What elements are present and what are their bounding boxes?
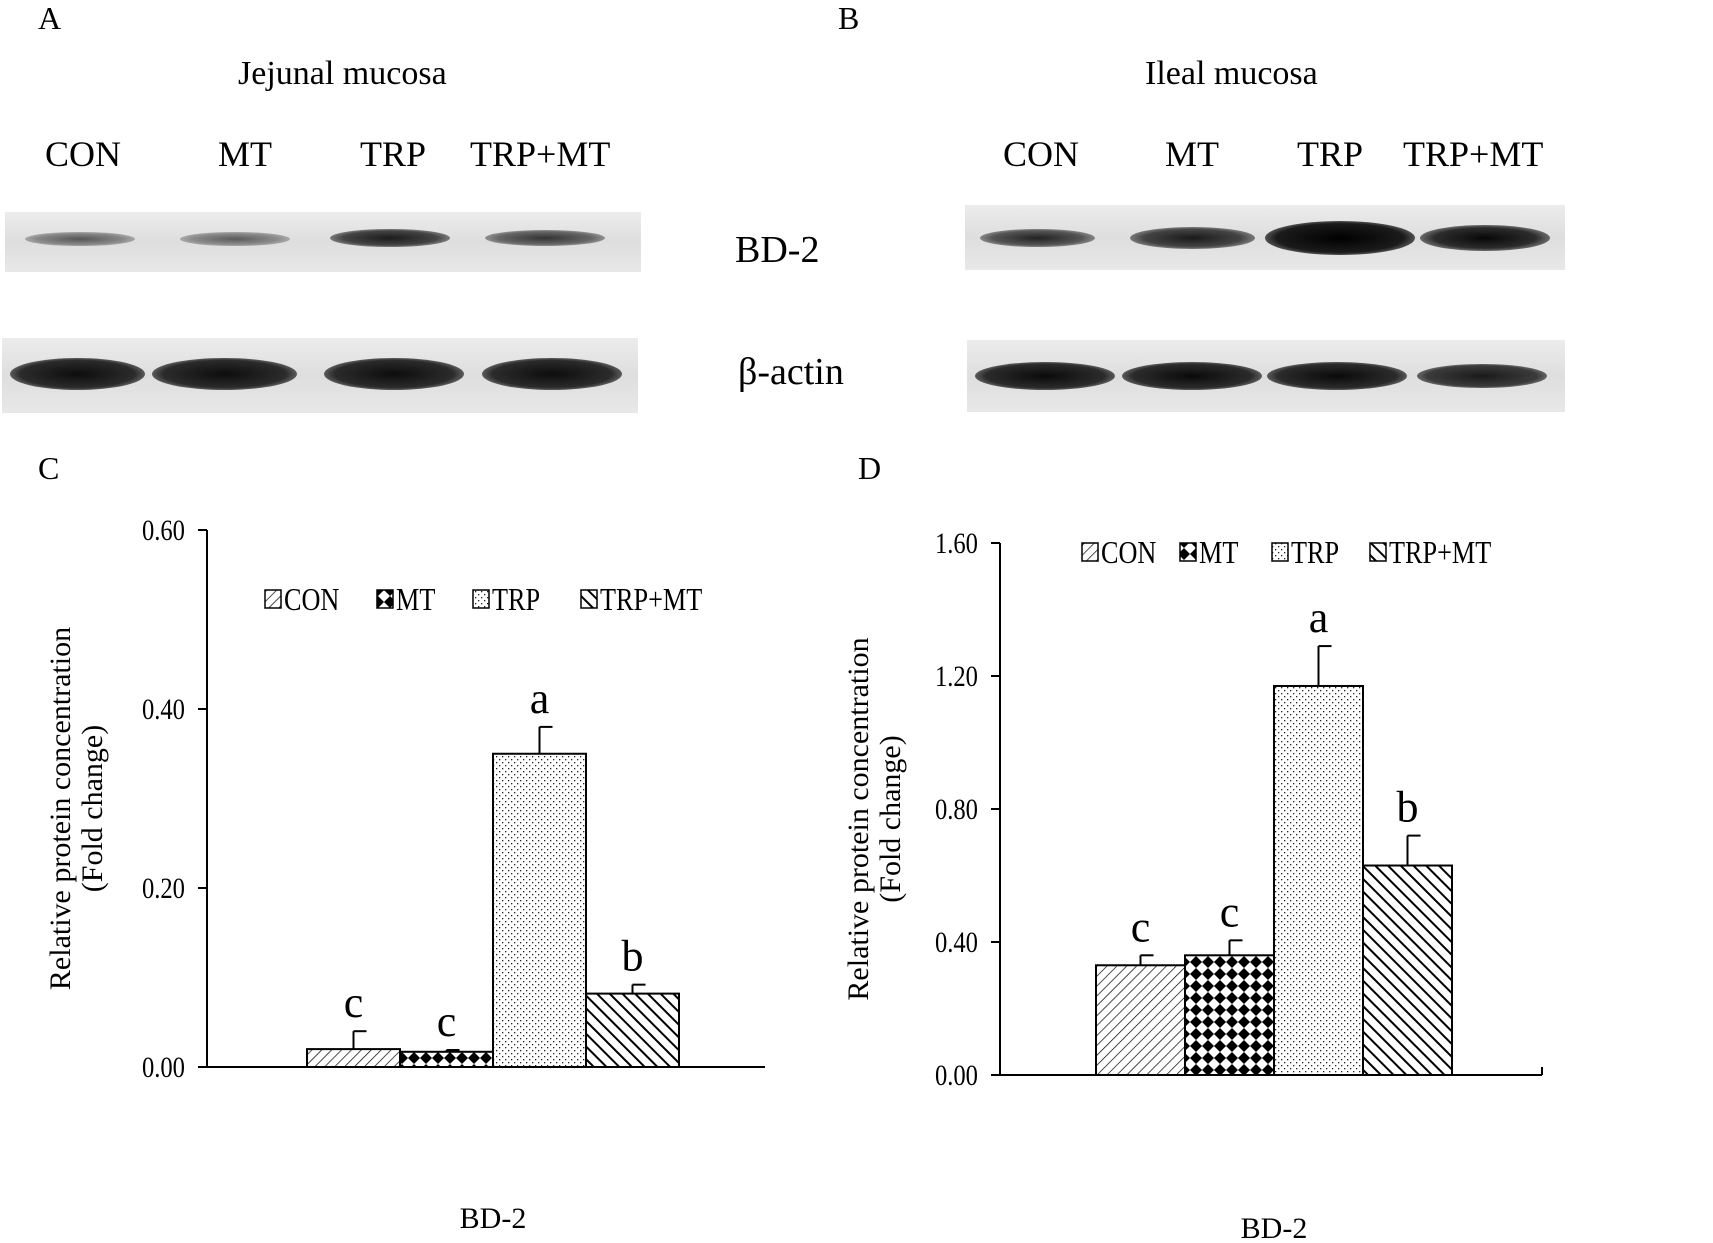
lane-label-a-con: CON xyxy=(45,134,122,174)
lane-label-b-mt: MT xyxy=(1165,134,1219,174)
legend-swatch xyxy=(1081,542,1099,562)
bar-mt xyxy=(399,1050,494,1068)
significance-letter: a xyxy=(1309,593,1329,642)
panel-a-title: Jejunal mucosa xyxy=(238,55,447,92)
bar-con xyxy=(1095,964,1186,1076)
significance-letter: b xyxy=(622,932,644,981)
x-axis-label: BD-2 xyxy=(460,1202,527,1235)
band-a-bd2-trpmt xyxy=(485,230,605,246)
band-b-actin-mt xyxy=(1122,362,1262,390)
significance-letter: c xyxy=(437,997,457,1046)
legend-swatch xyxy=(472,589,490,609)
band-b-actin-con xyxy=(975,362,1115,390)
band-a-actin-mt xyxy=(152,358,297,390)
y-tick-label: 1.60 xyxy=(935,527,978,560)
panel-letter-a: A xyxy=(38,0,62,36)
blot-label-actin: β-actin xyxy=(738,351,844,393)
lane-label-b-trp: TRP xyxy=(1297,134,1364,174)
y-axis-label: Relative protein concentration xyxy=(44,627,77,990)
y-tick-label: 0.40 xyxy=(935,926,978,959)
y-tick-label: 0.60 xyxy=(142,514,185,547)
blot-a-bd2 xyxy=(5,212,641,272)
legend-swatch xyxy=(580,589,598,609)
significance-letter: c xyxy=(1131,902,1151,951)
y-tick-label: 0.20 xyxy=(142,872,185,905)
chart-c: 0.00 0.20 0.40 0.60 Relative protein concent… xyxy=(44,514,765,1235)
y-tick-label: 0.80 xyxy=(935,793,978,826)
significance-letter: c xyxy=(1220,887,1240,936)
y-tick-label: 0.40 xyxy=(142,693,185,726)
chart-d: 0.00 0.40 0.80 1.20 1.60 Relative protein con… xyxy=(842,527,1543,1243)
bar-trp xyxy=(1273,684,1364,1076)
blot-b-actin xyxy=(967,340,1565,412)
legend-label: TRP+MT xyxy=(600,583,702,618)
bar-trp-mt xyxy=(1362,864,1453,1076)
lane-label-a-mt: MT xyxy=(218,134,272,174)
blot-a-actin xyxy=(2,338,638,413)
legend-label: MT xyxy=(396,583,435,618)
legend-label: TRP+MT xyxy=(1389,536,1491,571)
lane-label-b-trpmt: TRP+MT xyxy=(1403,134,1544,174)
significance-letter: a xyxy=(530,674,550,723)
lane-label-b-con: CON xyxy=(1003,134,1080,174)
blot-b-bd2 xyxy=(965,205,1565,270)
legend-swatch xyxy=(1271,542,1289,562)
blot-label-bd2: BD-2 xyxy=(735,229,820,271)
y-axis-label-line2: (Fold change) xyxy=(76,725,109,892)
legend-swatch xyxy=(264,589,282,609)
legend-label: TRP xyxy=(1291,536,1339,571)
band-a-bd2-con xyxy=(25,232,135,246)
legend-swatch xyxy=(1179,542,1197,562)
band-b-bd2-con xyxy=(980,229,1095,247)
panel-b-title: Ileal mucosa xyxy=(1145,55,1318,92)
band-a-actin-con xyxy=(10,358,145,390)
bar-mt xyxy=(1184,954,1275,1076)
legend-label: CON xyxy=(1101,536,1156,571)
band-a-bd2-mt xyxy=(180,232,290,246)
panel-letter-c: C xyxy=(38,450,60,486)
y-axis-label-line2: (Fold change) xyxy=(874,735,907,902)
x-axis-label: BD-2 xyxy=(1241,1212,1308,1243)
significance-letter: b xyxy=(1397,783,1419,832)
panel-letter-d: D xyxy=(858,450,882,486)
band-b-actin-trpmt xyxy=(1417,364,1547,388)
band-b-bd2-trpmt xyxy=(1420,225,1550,251)
legend-swatch xyxy=(376,589,394,609)
legend-label: MT xyxy=(1199,536,1238,571)
legend-label: TRP xyxy=(492,583,540,618)
y-tick-label: 0.00 xyxy=(142,1051,185,1084)
lane-label-a-trp: TRP xyxy=(360,134,427,174)
bar-trp xyxy=(492,752,587,1068)
band-b-bd2-mt xyxy=(1130,227,1255,249)
panel-letter-b: B xyxy=(838,0,860,36)
band-b-actin-trp xyxy=(1267,362,1407,390)
band-b-bd2-trp xyxy=(1265,221,1415,255)
lane-label-a-trpmt: TRP+MT xyxy=(470,134,611,174)
band-a-actin-trpmt xyxy=(482,358,622,390)
significance-letter: c xyxy=(344,978,364,1027)
bar-con xyxy=(306,1048,401,1068)
band-a-actin-trp xyxy=(324,358,464,390)
bar-trp-mt xyxy=(585,992,680,1068)
y-axis-label: Relative protein concentration xyxy=(842,637,875,1000)
legend-swatch xyxy=(1369,542,1387,562)
band-a-bd2-trp xyxy=(330,229,450,247)
y-tick-label: 0.00 xyxy=(935,1059,978,1092)
legend-label: CON xyxy=(284,583,339,618)
y-tick-label: 1.20 xyxy=(935,660,978,693)
